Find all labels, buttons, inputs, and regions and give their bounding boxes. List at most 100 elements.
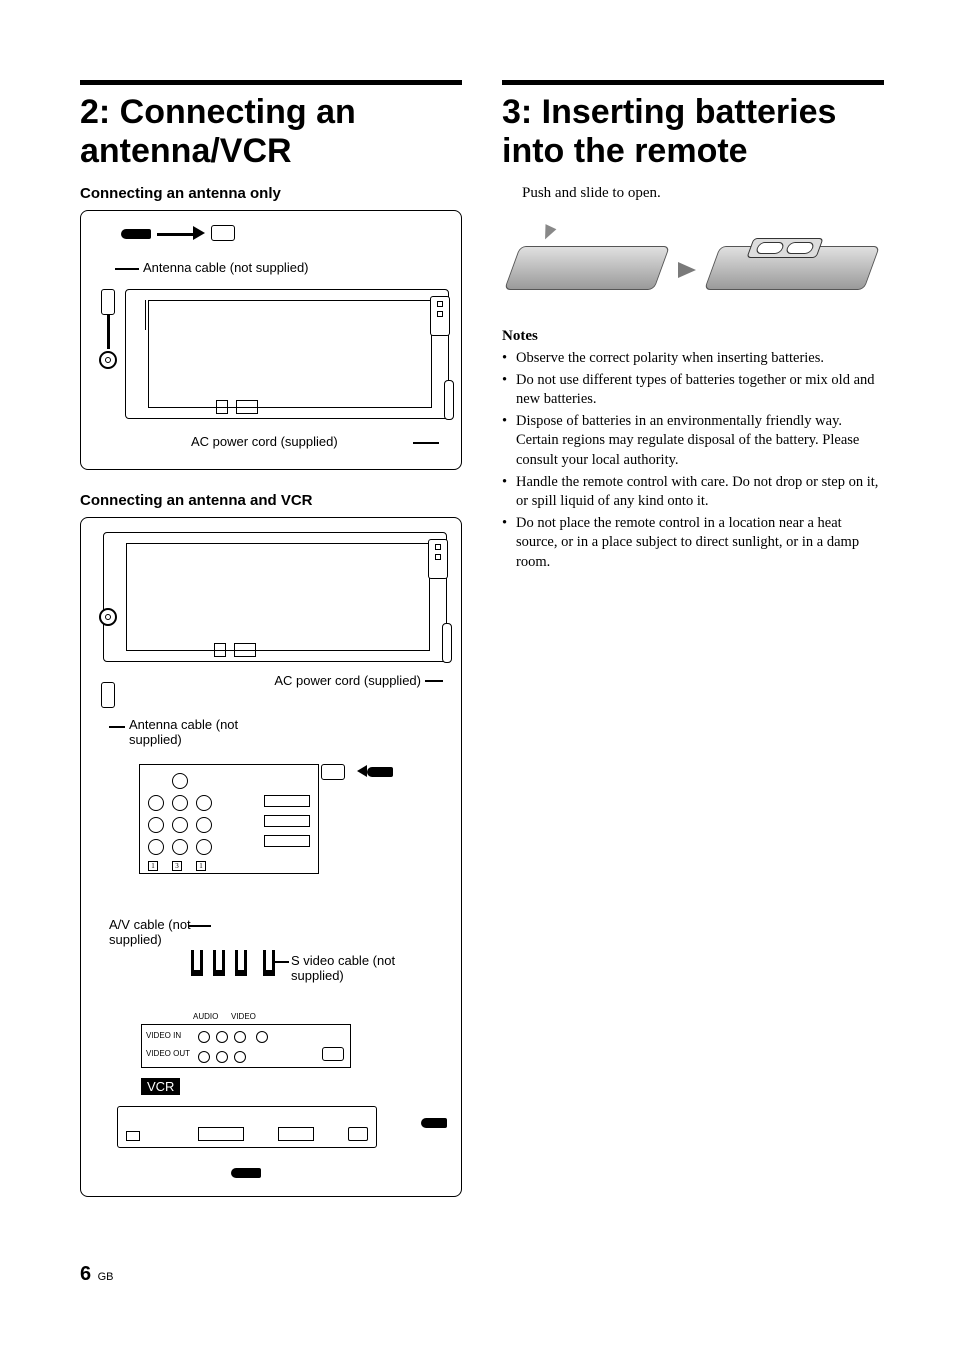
jack-icon [234, 1031, 246, 1043]
vcr-chassis-icon [117, 1106, 377, 1148]
leader-line [273, 961, 289, 963]
stand-icon [214, 643, 226, 657]
port-icon [435, 544, 441, 550]
svideo-jack-icon [322, 1047, 344, 1061]
vcr-slot-icon [126, 1131, 140, 1141]
page-region: GB [98, 1271, 114, 1283]
subhead-antenna-vcr: Connecting an antenna and VCR [80, 492, 462, 509]
figure-antenna-vcr: AC power cord (supplied) Antenna cable (… [80, 517, 462, 1197]
label-vcr: VCR [141, 1078, 180, 1095]
ac-cord-exit-icon [444, 380, 454, 420]
rear-io-panel: 1 3 1 [139, 764, 319, 874]
label-svideo-cable: S video cable (not supplied) [291, 954, 411, 984]
jack-icon [148, 839, 164, 855]
antenna-socket-icon [211, 225, 235, 241]
port-icon [435, 554, 441, 560]
remote-closed-icon [504, 246, 670, 290]
jack-icon [256, 1031, 268, 1043]
index-box: 1 [196, 861, 206, 871]
note-item: Do not use different types of batteries … [502, 371, 884, 410]
leader-line [189, 925, 211, 927]
page-footer: 6 GB [80, 1263, 113, 1286]
tv-screen-outline [148, 300, 432, 408]
jack-icon [216, 1031, 228, 1043]
label-audio: AUDIO [193, 1012, 218, 1021]
notes-heading: Notes [502, 328, 884, 345]
label-ac-cord: AC power cord (supplied) [191, 435, 338, 450]
cable-icon [107, 315, 110, 349]
tv-rear-icon [103, 532, 447, 662]
jack-icon [148, 795, 164, 811]
scart-icon [264, 835, 310, 847]
arrow-line [157, 233, 193, 236]
jack-icon [196, 795, 212, 811]
vcr-io-strip: VIDEO IN VIDEO OUT [141, 1024, 351, 1068]
jack-icon [234, 1051, 246, 1063]
arrow-head-icon [193, 226, 205, 240]
index-box: 3 [172, 861, 182, 871]
jack-icon [196, 817, 212, 833]
arrow-head-icon [357, 765, 367, 777]
label-ac-cord-2: AC power cord (supplied) [274, 674, 421, 689]
leader-line [109, 726, 125, 728]
rca-plug-icon [191, 950, 203, 976]
jack-icon [172, 795, 188, 811]
ac-cord-exit-icon [442, 623, 452, 663]
label-av-cable: A/V cable (not supplied) [109, 918, 219, 948]
antenna-plug-icon [367, 767, 393, 777]
label-video-in: VIDEO IN [146, 1031, 181, 1040]
vcr-knob-icon [348, 1127, 368, 1141]
label-antenna-cable-2: Antenna cable (not supplied) [129, 718, 249, 748]
push-arrow-icon [540, 224, 557, 242]
stand-icon [216, 400, 228, 414]
note-item: Observe the correct polarity when insert… [502, 349, 884, 369]
power-plug-icon [421, 1118, 447, 1128]
jack-icon [148, 817, 164, 833]
note-item: Do not place the remote control in a loc… [502, 514, 884, 573]
connector-icon [101, 682, 115, 708]
connector-icon [101, 289, 115, 315]
antenna-plug-icon [121, 229, 151, 239]
jack-icon [216, 1051, 228, 1063]
label-video: VIDEO [231, 1012, 256, 1021]
section-rule-left [80, 80, 462, 85]
figure-antenna-only: Antenna cable (not supplied) [80, 210, 462, 470]
page-number: 6 [80, 1263, 91, 1285]
note-item: Dispose of batteries in an environmental… [502, 412, 884, 471]
side-panel-icon [428, 539, 448, 579]
section-title-batteries: 3: Inserting batteries into the remote [502, 93, 884, 171]
jack-icon [198, 1031, 210, 1043]
scart-icon [264, 795, 310, 807]
battery-bay-icon [746, 238, 823, 258]
push-slide-caption: Push and slide to open. [522, 185, 884, 202]
antenna-in-socket-icon [321, 764, 345, 780]
jack-icon [172, 773, 188, 789]
stand-icon [234, 643, 256, 657]
arrow-right-icon [678, 262, 696, 278]
leader-line [115, 268, 139, 270]
label-video-out: VIDEO OUT [146, 1049, 190, 1058]
tv-edge-line [136, 300, 146, 330]
section-rule-right [502, 80, 884, 85]
vcr-display-icon [198, 1127, 244, 1141]
label-ac-cord-2-text: AC power cord (supplied) [274, 673, 421, 688]
rca-plug-icon [213, 950, 225, 976]
notes-list: Observe the correct polarity when insert… [502, 349, 884, 572]
jack-icon [172, 839, 188, 855]
rca-plug-icon [235, 950, 247, 976]
tv-screen-outline [126, 543, 430, 651]
side-panel-icon [430, 296, 450, 336]
jack-icon [196, 839, 212, 855]
battery-icon [755, 242, 785, 254]
port-icon [437, 301, 443, 307]
battery-icon [785, 242, 815, 254]
coax-icon [99, 351, 117, 369]
index-box: 1 [148, 861, 158, 871]
stand-icon [236, 400, 258, 414]
subhead-antenna-only: Connecting an antenna only [80, 185, 462, 202]
note-item: Handle the remote control with care. Do … [502, 473, 884, 512]
tv-rear-icon [125, 289, 449, 419]
section-title-connecting: 2: Connecting an antenna/VCR [80, 93, 462, 171]
scart-icon [264, 815, 310, 827]
antenna-plug-icon [231, 1168, 261, 1178]
